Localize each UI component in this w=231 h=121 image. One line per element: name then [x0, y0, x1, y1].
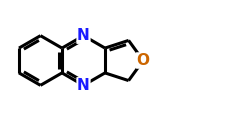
Text: N: N [77, 28, 90, 43]
Text: N: N [77, 78, 90, 93]
Text: O: O [137, 53, 150, 68]
